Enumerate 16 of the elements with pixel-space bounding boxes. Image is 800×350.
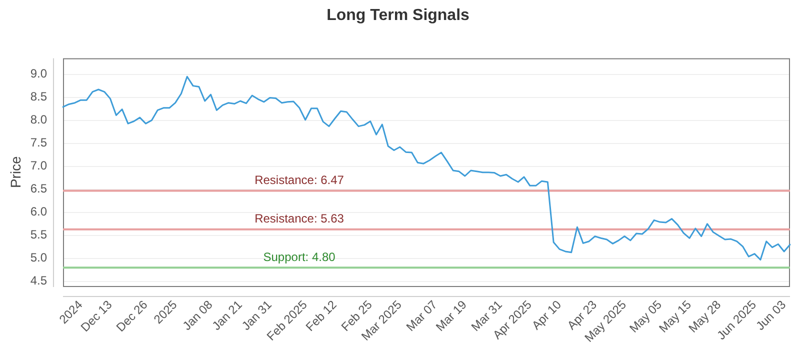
y-tick-label: 6.0 (30, 204, 48, 219)
y-tick-label: 9.0 (30, 66, 48, 81)
x-tick-label: Dec 26 (113, 297, 150, 334)
ref-line-label: Support: 4.80 (263, 250, 336, 264)
y-tick-label: 8.5 (30, 90, 48, 104)
y-axis-title: Price (7, 156, 24, 188)
ref-line-label: Resistance: 5.63 (254, 212, 344, 226)
y-tick-label: 4.5 (30, 274, 48, 288)
ref-line-label: Resistance: 6.47 (254, 173, 344, 188)
y-tick-label: 5.5 (30, 228, 48, 242)
y-tick-label: 6.5 (30, 182, 48, 196)
y-tick-label: 8.0 (30, 112, 48, 127)
y-tick-label: 7.0 (30, 158, 48, 173)
chart-title: Long Term Signals (326, 7, 470, 24)
y-tick-label: 5.0 (30, 250, 48, 265)
y-tick-label: 7.5 (30, 136, 48, 150)
